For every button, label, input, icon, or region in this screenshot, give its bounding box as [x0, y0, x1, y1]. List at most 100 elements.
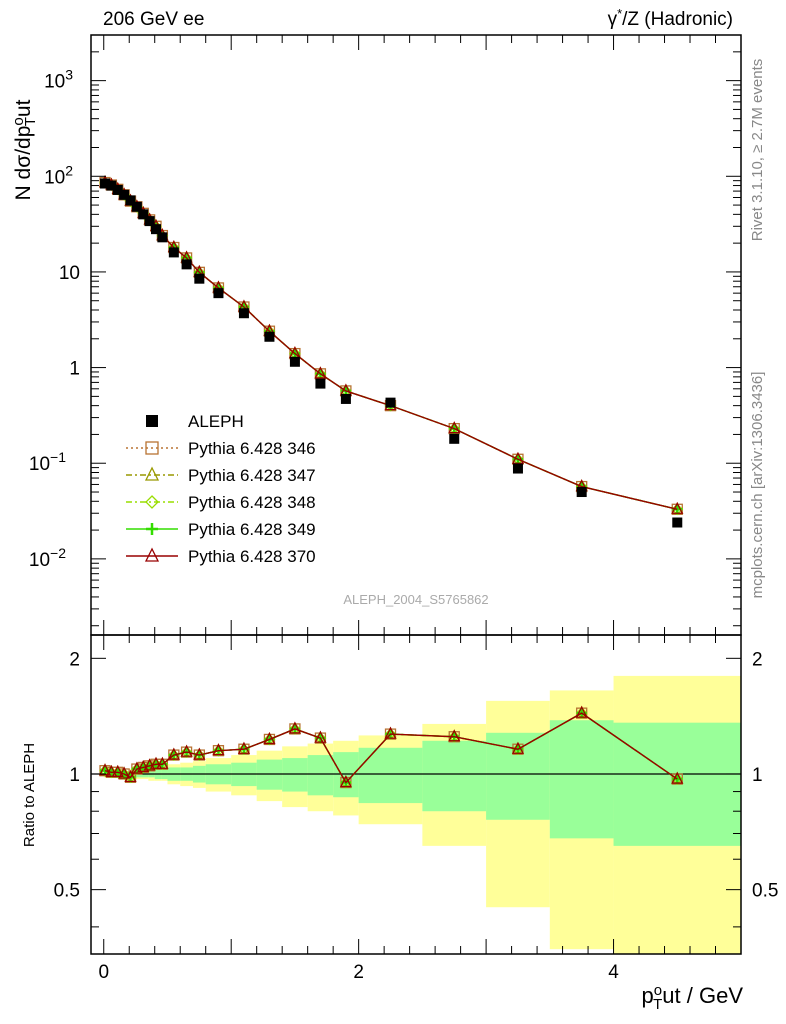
legend-label-p346: Pythia 6.428 346 — [188, 439, 316, 458]
ratio-point-p370 — [384, 726, 397, 739]
main-panel — [98, 175, 684, 528]
legend-marker-p370 — [144, 547, 160, 562]
ratio-point-p370 — [288, 721, 301, 734]
uncertainty-band-inner — [282, 758, 308, 792]
aleph-data-point — [576, 487, 587, 498]
uncertainty-band-inner — [422, 740, 487, 812]
ratio-y-tick-label-right: 2 — [752, 649, 763, 670]
mc-point-p370 — [511, 451, 525, 464]
aleph-data-point — [157, 232, 168, 243]
aleph-data-point — [131, 201, 142, 212]
aleph-data-point — [340, 393, 351, 404]
aleph-data-point — [144, 216, 155, 227]
aleph-data-point — [672, 517, 683, 528]
legend-marker-p347 — [144, 466, 160, 481]
legend-marker-p348 — [145, 495, 159, 509]
mc-line-p349 — [104, 181, 678, 510]
analysis-watermark: ALEPH_2004_S5765862 — [343, 592, 488, 607]
ratio-y-tick-label: 1 — [69, 765, 80, 786]
ratio-point-p370 — [180, 744, 193, 757]
aleph-data-point — [512, 463, 523, 474]
legend-label-aleph: ALEPH — [188, 412, 244, 431]
aleph-data-point — [181, 259, 192, 270]
ratio-panel — [91, 675, 741, 954]
main-y-tick-label: 1 — [69, 359, 80, 380]
mc-line-p347 — [104, 181, 678, 510]
ratio-point-p370 — [212, 743, 225, 756]
energy-label: 206 GeV ee — [103, 9, 204, 30]
ratio-point-p370 — [105, 764, 118, 777]
mc-point-p370 — [448, 421, 461, 434]
ratio-point-p370 — [167, 747, 180, 760]
ratio-point-p370 — [314, 730, 327, 743]
aleph-data-point — [385, 397, 396, 408]
ratio-y-tick-label-right: 0.5 — [752, 881, 778, 902]
x-axis-title: po Tut / GeV — [642, 982, 744, 1013]
x-tick-label: 2 — [353, 962, 364, 983]
ratio-point-p370 — [118, 766, 131, 779]
ratio-point-p370 — [111, 764, 124, 777]
ratio-point-p370 — [575, 705, 588, 718]
ratio-point-p370 — [339, 775, 352, 788]
legend-label-p370: Pythia 6.428 370 — [188, 547, 316, 566]
ratio-ylabel: Ratio to ALEPH — [21, 743, 38, 847]
mc-point-p370 — [671, 501, 684, 514]
aleph-data-point — [106, 180, 117, 191]
ratio-point-p370 — [511, 741, 525, 754]
main-y-tick-label: 10−2 — [29, 545, 66, 571]
main-ylabel: N dσ/dpoTut — [10, 99, 39, 200]
legend-marker-aleph — [146, 415, 158, 427]
aleph-data-point — [289, 356, 300, 367]
main-y-tick-label: 10 — [59, 263, 80, 284]
x-tick-label: 0 — [98, 962, 109, 983]
ratio-point-p370 — [237, 741, 250, 754]
main-y-tick-label: 10−1 — [29, 449, 66, 475]
uncertainty-band-inner — [256, 759, 283, 790]
ratio-point-p370 — [149, 756, 163, 769]
aleph-data-point — [449, 433, 460, 444]
legend-marker-p346 — [145, 441, 159, 455]
legend-label-p348: Pythia 6.428 348 — [188, 493, 316, 512]
aleph-data-point — [151, 224, 161, 235]
aleph-data-point — [194, 273, 205, 284]
ratio-point-p370 — [124, 769, 137, 783]
ratio-y-tick-label: 0.5 — [54, 881, 80, 902]
aleph-data-point — [264, 331, 275, 342]
aleph-data-point — [125, 195, 136, 206]
ratio-point-p370 — [156, 756, 169, 769]
ratio-point-p370 — [193, 747, 206, 760]
ratio-point-p370 — [671, 771, 684, 784]
uncertainty-band-inner — [307, 755, 334, 796]
ratio-point-p370 — [263, 731, 276, 745]
main-y-tick-label: 103 — [44, 67, 73, 93]
mc-line-p348 — [104, 181, 678, 510]
ratio-y-tick-label-right: 1 — [752, 765, 763, 786]
uncertainty-band-inner — [333, 752, 359, 798]
main-y-tick-label: 102 — [44, 162, 73, 188]
x-tick-label: 4 — [608, 962, 619, 983]
mc-line-p346 — [104, 181, 678, 510]
legend-label-p347: Pythia 6.428 347 — [188, 466, 316, 485]
aleph-data-point — [112, 184, 123, 195]
aleph-data-point — [138, 209, 149, 220]
main-frame — [90, 34, 742, 636]
ratio-point-p370 — [98, 763, 112, 776]
aleph-data-point — [315, 378, 326, 389]
aleph-data-point — [213, 288, 224, 299]
mc-point-p370 — [314, 366, 327, 379]
aleph-data-point — [168, 247, 179, 258]
aleph-data-point — [238, 308, 249, 319]
ratio-y-tick-label: 2 — [69, 649, 80, 670]
uncertainty-band-inner — [549, 720, 614, 839]
ratio-frame — [90, 634, 742, 955]
mcplots-label: mcplots.cern.ch [arXiv:1306.3436] — [749, 372, 766, 599]
legend-label-p349: Pythia 6.428 349 — [188, 520, 316, 539]
aleph-data-point — [119, 189, 130, 200]
ratio-point-p370 — [448, 729, 461, 742]
rivet-label: Rivet 3.1.10, ≥ 2.7M events — [749, 59, 766, 242]
legend-marker-p349 — [146, 523, 158, 535]
mc-line-p370 — [104, 181, 678, 510]
uncertainty-band-inner — [358, 747, 423, 804]
process-label: γ*/Z (Hadronic) — [608, 6, 733, 30]
